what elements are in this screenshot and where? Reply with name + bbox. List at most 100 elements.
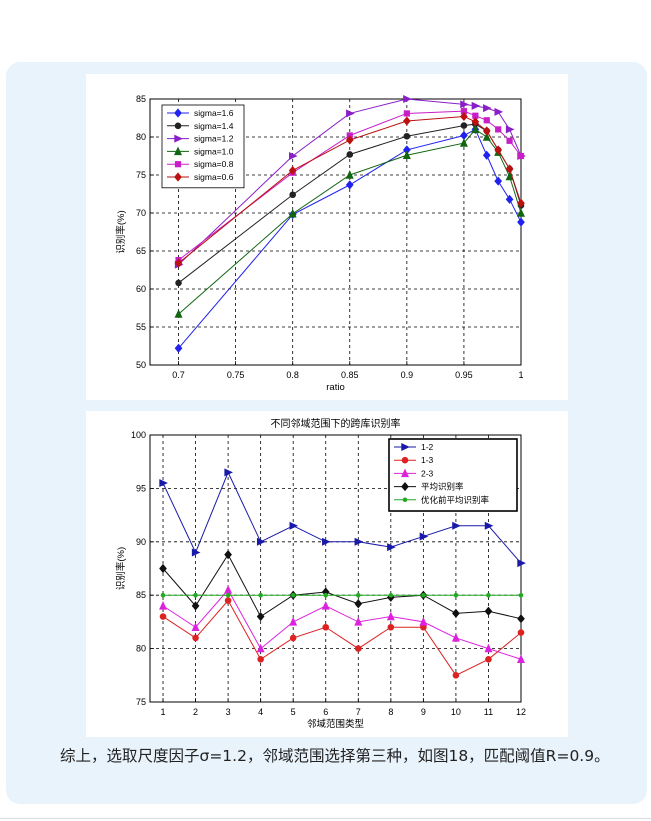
chart-title: 不同邻域范围下的跨库识别率 <box>271 417 401 430</box>
data-point <box>460 100 469 109</box>
data-point <box>452 672 460 679</box>
legend: sigma=1.6 sigma=1.4 sigma=1.2 sigma=1.0 sigm… <box>161 104 245 189</box>
sigma-ratio-chart: 0.7 0.75 0.8 0.85 0.9 0.95 1 50 55 60 65 70 75 80 85 ra… <box>86 74 568 400</box>
series-line <box>162 599 522 676</box>
series-line <box>162 553 522 620</box>
x-tick-label: 0.75 <box>227 370 245 380</box>
x-tick-label: 5 <box>291 707 296 717</box>
legend-item: 平均识别率 <box>394 482 464 492</box>
legend-label: 2-3 <box>421 468 434 478</box>
series-line <box>178 115 522 264</box>
x-axis-label: ratio <box>326 382 344 393</box>
data-point <box>387 623 395 631</box>
x-tick-label: 7 <box>356 707 361 717</box>
y-tick-label: 75 <box>136 697 146 707</box>
series-6 <box>174 111 525 268</box>
legend-item: 2-3 <box>394 468 434 478</box>
data-point <box>471 117 480 127</box>
data-point <box>484 521 494 530</box>
data-point <box>484 643 493 653</box>
data-point <box>452 521 461 530</box>
data-point <box>494 107 504 116</box>
x-tick-labels: 1 2 3 4 5 6 7 8 9 10 11 12 <box>161 707 526 717</box>
series-line <box>178 98 522 266</box>
data-point <box>258 592 263 598</box>
data-point <box>505 171 514 181</box>
data-point <box>354 617 363 626</box>
y-tick-label: 90 <box>136 537 146 547</box>
data-point <box>354 645 362 652</box>
data-point <box>460 122 468 129</box>
y-tick-label: 100 <box>131 430 146 440</box>
series-line <box>178 128 522 349</box>
x-tick-label: 1 <box>518 370 523 380</box>
legend-item: sigma=0.8 <box>167 159 234 169</box>
legend-item: sigma=0.6 <box>167 172 234 182</box>
y-tick-label: 80 <box>136 132 146 142</box>
legend-item: 优化前平均识别率 <box>394 495 490 505</box>
series-4 <box>159 550 525 624</box>
data-point <box>191 601 200 611</box>
data-point <box>290 592 296 598</box>
x-tick-label: 0.8 <box>286 370 299 380</box>
data-point <box>452 608 460 618</box>
series-line <box>162 588 522 660</box>
legend-marker <box>401 456 409 464</box>
data-point <box>495 126 502 133</box>
data-point <box>402 150 411 159</box>
data-point <box>517 614 525 624</box>
x-tick-label: 10 <box>451 707 461 717</box>
data-point <box>402 116 411 126</box>
data-point <box>323 592 329 598</box>
data-point <box>345 135 354 145</box>
x-tick-label: 0.9 <box>401 370 414 380</box>
data-point <box>506 137 513 144</box>
legend-marker <box>401 468 409 478</box>
legend-item: sigma=1.2 <box>167 134 234 144</box>
divider <box>0 818 651 819</box>
y-tick-labels: 75 80 85 90 95 100 <box>131 430 146 707</box>
legend-marker <box>174 108 182 118</box>
x-tick-label: 12 <box>516 707 526 717</box>
x-tick-label: 0.7 <box>172 370 185 380</box>
caption-text: 综上，选取尺度因子σ=1.2，邻域范围选择第三种，如图18，匹配阈值R=0.9。 <box>60 747 610 765</box>
data-point <box>193 592 198 598</box>
data-point <box>288 152 298 160</box>
data-point <box>453 592 459 598</box>
data-point <box>159 613 167 620</box>
y-tick-label: 60 <box>136 284 146 294</box>
legend-item: 1-2 <box>394 442 434 452</box>
legend-marker <box>174 146 182 156</box>
data-point <box>403 110 410 117</box>
data-point <box>191 548 201 557</box>
legend-box <box>161 104 245 189</box>
data-point <box>192 634 199 642</box>
series-line <box>178 110 522 261</box>
data-point <box>256 611 265 622</box>
data-point <box>345 170 354 179</box>
legend-item: sigma=1.6 <box>167 108 234 118</box>
data-point <box>288 208 297 218</box>
data-point <box>289 191 296 199</box>
data-point <box>505 164 514 174</box>
x-tick-label: 0.85 <box>341 370 359 380</box>
y-tick-label: 80 <box>136 644 146 654</box>
data-point <box>471 101 481 110</box>
legend-label: sigma=0.6 <box>194 172 234 182</box>
data-point <box>289 617 298 626</box>
data-point <box>256 643 265 653</box>
data-point <box>321 600 330 610</box>
data-point <box>159 479 168 488</box>
legend-marker <box>402 497 408 503</box>
data-point <box>421 592 426 598</box>
legend-label: sigma=1.6 <box>194 108 234 118</box>
data-point <box>225 592 231 598</box>
data-point <box>517 217 525 227</box>
series-line <box>178 128 522 315</box>
x-tick-label: 2 <box>193 707 198 717</box>
data-point <box>483 104 492 113</box>
legend-label: sigma=1.4 <box>194 121 234 131</box>
data-point <box>505 194 514 204</box>
data-point <box>517 629 525 636</box>
